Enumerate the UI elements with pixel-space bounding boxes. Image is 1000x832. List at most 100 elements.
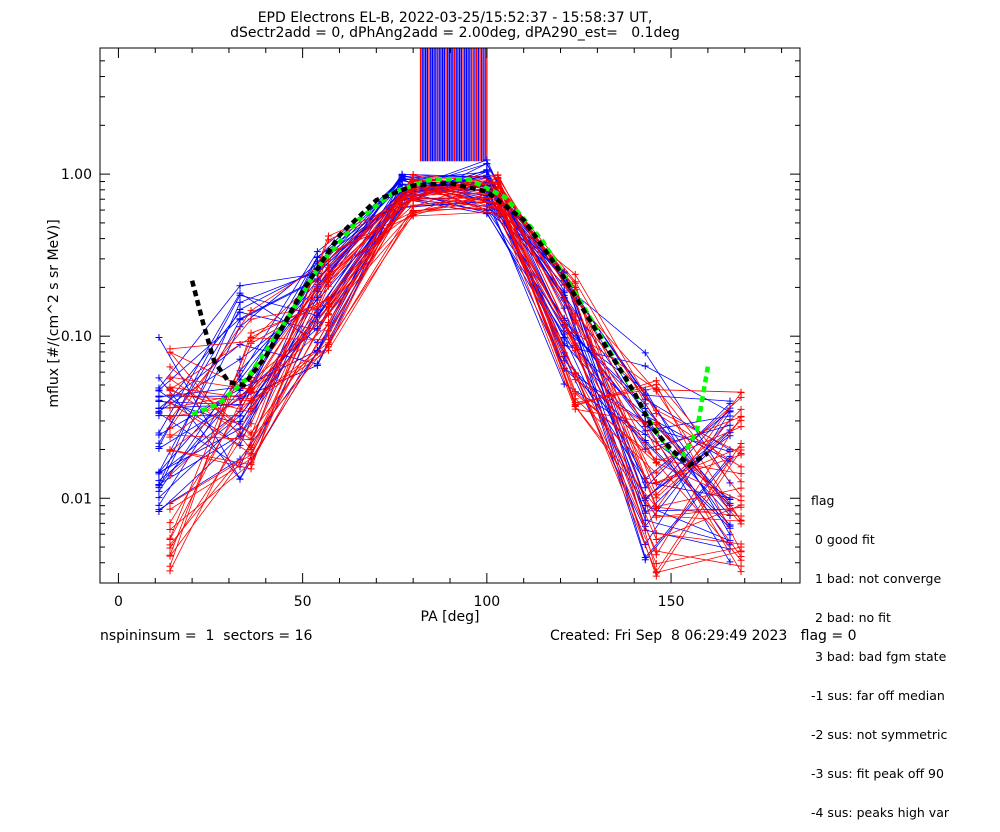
series-blue-point	[483, 160, 491, 168]
series-red-point	[166, 413, 174, 421]
axes-group: 0 50 100 150 0.01 0.10 1.00 PA [deg] mflux [#/(c…	[46, 47, 801, 625]
series-red-point	[737, 413, 745, 421]
series-red-point	[166, 534, 174, 542]
series-red-point	[571, 341, 579, 349]
series-red-curve	[169, 177, 742, 578]
series-red-point	[166, 424, 174, 432]
series-red-point	[166, 544, 174, 552]
series-red-curve	[169, 178, 742, 508]
series-red-point	[166, 385, 174, 393]
series-red-point	[247, 389, 255, 397]
series-red-curve	[169, 197, 742, 556]
flag-legend-item-peak-off-90: -3 sus: fit peak off 90	[811, 766, 944, 781]
series-red-point	[494, 179, 502, 187]
series-blue-point	[641, 484, 649, 492]
series-red-curve	[169, 182, 742, 539]
x-tick-label: 0	[114, 594, 123, 610]
series-blue-curve	[158, 178, 731, 546]
flag-legend: flag 0 good fit 1 bad: not converge 2 ba…	[811, 468, 949, 832]
series-red-point	[652, 418, 660, 426]
series-blue-point	[155, 468, 163, 476]
series-red-curve	[169, 190, 742, 517]
series-red-point	[737, 517, 745, 525]
series-blue-point	[641, 362, 649, 370]
series-red-point	[324, 261, 332, 269]
series-red-point	[247, 465, 255, 473]
series-red-curve	[169, 183, 742, 523]
flag-legend-item-good-fit: 0 good fit	[811, 532, 875, 547]
series-red-point	[247, 334, 255, 342]
series-blue-point	[236, 308, 244, 316]
series-blue-curve	[158, 184, 731, 484]
series-blue-curve	[158, 184, 731, 546]
y-tick-label: 0.10	[61, 329, 92, 345]
series-blue-point	[483, 168, 491, 176]
series-red-point	[324, 274, 332, 282]
series-blue-point	[155, 477, 163, 485]
bars-above-peak	[419, 48, 488, 162]
series-red-point	[737, 405, 745, 413]
series-red-point	[652, 446, 660, 454]
series-red-point	[166, 519, 174, 527]
series-red-point	[737, 484, 745, 492]
footer-left: nspininsum = 1 sectors = 16	[100, 628, 313, 644]
series-blue-point	[560, 287, 568, 295]
series-blue-curve	[158, 177, 731, 500]
x-tick-label: 50	[294, 594, 312, 610]
series-blue-curve	[158, 201, 731, 452]
y-tick-label: 1.00	[61, 167, 92, 183]
series-blue-point	[726, 432, 734, 440]
series-red-curve	[169, 181, 742, 393]
series-blue-point	[560, 380, 568, 388]
flag-legend-item-bad-fgm: 3 bad: bad fgm state	[811, 649, 947, 664]
x-tick-label: 150	[658, 594, 685, 610]
data-series-group	[155, 156, 745, 580]
series-red-point	[652, 459, 660, 467]
series-blue-point	[313, 296, 321, 304]
series-red-curve	[169, 207, 742, 454]
series-red-point	[571, 329, 579, 337]
series-red-point	[652, 469, 660, 477]
series-blue-point	[155, 494, 163, 502]
series-red-point	[324, 310, 332, 318]
chart-title-line-1: EPD Electrons EL-B, 2022-03-25/15:52:37 …	[257, 10, 653, 26]
x-tick-label: 100	[473, 594, 500, 610]
series-red-point	[737, 439, 745, 447]
series-red-point	[737, 478, 745, 486]
series-red-point	[166, 348, 174, 356]
series-red-curve	[169, 204, 742, 565]
series-red-point	[166, 505, 174, 513]
series-red-point	[324, 303, 332, 311]
series-red-point	[652, 503, 660, 511]
series-red-point	[247, 405, 255, 413]
x-axis-label: PA [deg]	[421, 609, 480, 625]
series-red-point	[247, 420, 255, 428]
series-blue-point	[641, 349, 649, 357]
series-red-point	[737, 562, 745, 570]
series-blue-point	[236, 316, 244, 324]
series-blue-point	[155, 444, 163, 452]
series-red-point	[247, 315, 255, 323]
series-red-point	[571, 316, 579, 324]
series-red-curve	[169, 197, 742, 546]
series-blue-point	[236, 282, 244, 290]
series-red-point	[409, 211, 417, 219]
series-blue-point	[155, 431, 163, 439]
series-blue-curve	[158, 178, 731, 536]
series-red-point	[409, 201, 417, 209]
series-blue-point	[155, 407, 163, 415]
series-red-point	[652, 381, 660, 389]
series-red-point	[652, 479, 660, 487]
series-red-point	[571, 284, 579, 292]
series-blue-curve	[158, 171, 731, 550]
series-red-point	[166, 525, 174, 533]
series-blue-point	[236, 289, 244, 297]
series-red-point	[166, 363, 174, 371]
series-red-point	[247, 444, 255, 452]
series-red-curve	[169, 192, 742, 522]
series-red-point	[652, 406, 660, 414]
footer-right: Created: Fri Sep 8 06:29:49 2023 flag = …	[550, 628, 857, 644]
series-red-point	[247, 450, 255, 458]
y-axis-label: mflux [#/(cm^2 s sr MeV)]	[46, 219, 62, 407]
series-red-point	[571, 310, 579, 318]
